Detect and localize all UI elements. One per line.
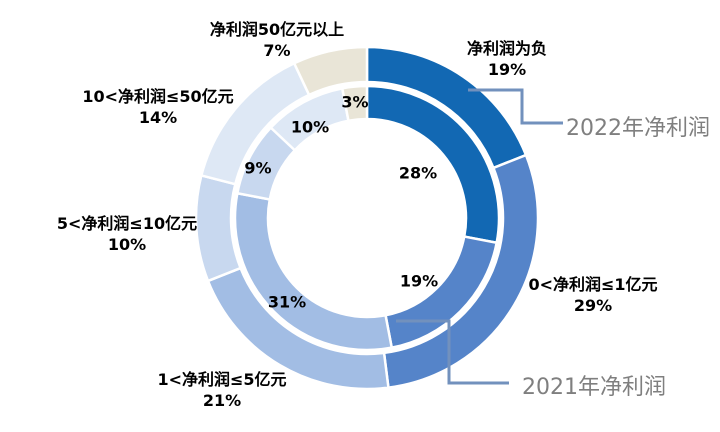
category-name: 5<净利润≤10亿元: [56, 214, 198, 233]
category-pct: 19%: [487, 60, 527, 79]
inner-pct-0-1-yi: 19%: [399, 271, 439, 291]
inner-pct-5-10-yi: 9%: [244, 158, 272, 178]
category-pct: 7%: [263, 41, 291, 60]
label-1-5-yi: 1<净利润≤5亿元 21%: [157, 369, 286, 411]
series-label-2021: 2021年净利润: [522, 375, 666, 400]
donut-rings: [194, 45, 540, 391]
category-pct: 21%: [202, 391, 242, 410]
donut-segment-outer-5: [292, 45, 369, 97]
category-pct: 29%: [573, 296, 613, 315]
label-over-50-yi: 净利润50亿元以上 7%: [210, 19, 344, 61]
donut-segment-inner-5: [341, 84, 369, 122]
inner-pct-10-50-yi: 10%: [290, 117, 330, 137]
category-name: 0<净利润≤1亿元: [528, 275, 658, 294]
inner-pct-negative-profit: 28%: [398, 163, 438, 183]
category-name: 净利润50亿元以上: [209, 20, 345, 39]
label-0-1-yi: 0<净利润≤1亿元 29%: [528, 274, 657, 316]
category-pct: 10%: [107, 235, 147, 254]
label-10-50-yi: 10<净利润≤50亿元 14%: [82, 86, 233, 128]
category-name: 1<净利润≤5亿元: [157, 370, 287, 389]
category-pct: 14%: [138, 108, 178, 127]
inner-pct-over-50-yi: 3%: [341, 92, 369, 112]
category-name: 10<净利润≤50亿元: [82, 87, 234, 106]
callout-connector-2021: [396, 319, 509, 385]
label-negative-profit: 净利润为负 19%: [467, 38, 547, 80]
label-5-10-yi: 5<净利润≤10亿元 10%: [57, 213, 197, 255]
inner-pct-1-5-yi: 31%: [267, 292, 307, 312]
series-label-2022: 2022年净利润: [566, 116, 710, 141]
callout-connector-2022: [468, 88, 563, 125]
donut-segment-outer-3: [194, 174, 242, 283]
category-name: 净利润为负: [466, 39, 548, 58]
